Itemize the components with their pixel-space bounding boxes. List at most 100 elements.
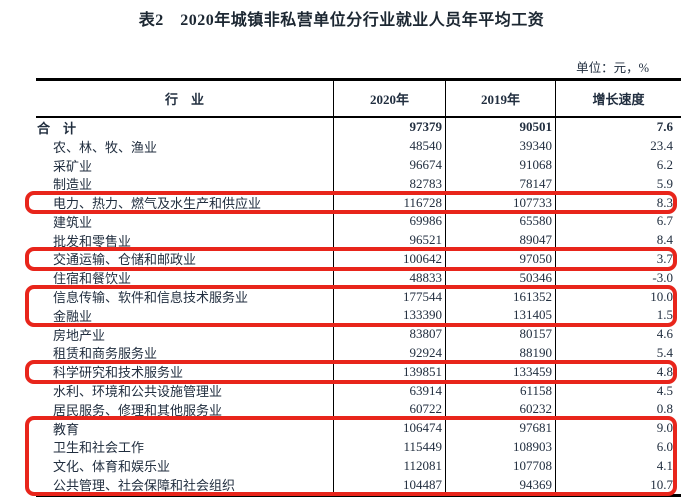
value-2020-cell: 48833 <box>333 268 445 288</box>
growth-cell: 6.7 <box>555 211 681 231</box>
unit-label: 单位：元，% <box>576 61 649 75</box>
header-cell-2020: 2020年 <box>333 81 445 116</box>
industry-cell: 公共管理、社会保障和社会组织 <box>53 478 236 494</box>
industry-cell: 文化、体育和娱乐业 <box>53 459 171 475</box>
value-2019-cell: 80157 <box>445 324 555 344</box>
growth-cell: 5.4 <box>555 343 681 363</box>
growth-cell: -3.0 <box>555 268 681 288</box>
value-2019-cell: 97050 <box>445 249 555 269</box>
table-row: 金融业 133390 131405 1.5 <box>36 305 681 325</box>
table-row: 农、林、牧、渔业 48540 39340 23.4 <box>36 136 681 156</box>
header-cell-2019: 2019年 <box>445 81 555 116</box>
header-cell-growth: 增长速度 <box>555 81 681 116</box>
industry-cell: 居民服务、修理和其他服务业 <box>53 402 223 418</box>
value-2020-cell: 96674 <box>333 155 445 175</box>
value-2020-cell: 115449 <box>333 437 445 457</box>
industry-cell: 房地产业 <box>53 327 106 343</box>
value-2019-cell: 107708 <box>445 456 555 476</box>
value-2020-cell: 116728 <box>333 193 445 212</box>
value-2019-cell: 89047 <box>445 230 555 250</box>
industry-cell: 合 计 <box>37 120 77 136</box>
growth-cell: 6.2 <box>555 155 681 175</box>
value-2019-cell: 131405 <box>445 305 555 325</box>
industry-cell: 建筑业 <box>53 214 93 230</box>
value-2020-cell: 83807 <box>333 324 445 344</box>
table-row: 制造业 82783 78147 5.9 <box>36 174 681 194</box>
table-title: 表2 2020年城镇非私营单位分行业就业人员年平均工资 <box>138 12 545 29</box>
table-row: 卫生和社会工作 115449 108903 6.0 <box>36 437 681 457</box>
value-2020-cell: 100642 <box>333 249 445 269</box>
table-header: 行 业 2020年 2019年 增长速度 <box>36 81 681 118</box>
value-2020-cell: 112081 <box>333 456 445 476</box>
industry-cell: 教育 <box>53 421 80 437</box>
value-2019-cell: 39340 <box>445 136 555 156</box>
industry-cell: 采矿业 <box>53 158 93 174</box>
value-2020-cell: 48540 <box>333 136 445 156</box>
growth-cell: 0.8 <box>555 399 681 419</box>
table-body: 合 计 97379 90501 7.6 农、林、牧、渔业 48540 39340 23.4 采矿… <box>36 118 681 494</box>
growth-cell: 8.3 <box>555 193 681 212</box>
value-2020-cell: 133390 <box>333 305 445 325</box>
value-2020-cell: 82783 <box>333 174 445 194</box>
growth-cell: 9.0 <box>555 418 681 438</box>
data-table: 行 业 2020年 2019年 增长速度 合 计 97379 90501 7.6 农、林… <box>36 78 681 497</box>
table-row: 合 计 97379 90501 7.6 <box>36 118 681 137</box>
table-row: 科学研究和技术服务业 139851 133459 4.8 <box>36 362 681 382</box>
value-2019-cell: 65580 <box>445 211 555 231</box>
value-2020-cell: 139851 <box>333 362 445 382</box>
table-row: 文化、体育和娱乐业 112081 107708 4.1 <box>36 456 681 476</box>
industry-cell: 卫生和社会工作 <box>53 440 145 456</box>
table-row: 租赁和商务服务业 92924 88190 5.4 <box>36 343 681 363</box>
industry-cell: 金融业 <box>53 308 93 324</box>
table-row: 交通运输、仓储和邮政业 100642 97050 3.7 <box>36 249 681 269</box>
growth-cell: 4.8 <box>555 362 681 382</box>
value-2020-cell: 177544 <box>333 287 445 306</box>
growth-cell: 6.0 <box>555 437 681 457</box>
value-2019-cell: 97681 <box>445 418 555 438</box>
value-2019-cell: 50346 <box>445 268 555 288</box>
value-2019-cell: 91068 <box>445 155 555 175</box>
growth-cell: 4.6 <box>555 324 681 344</box>
value-2020-cell: 69986 <box>333 211 445 231</box>
industry-cell: 住宿和餐饮业 <box>53 271 132 287</box>
value-2019-cell: 161352 <box>445 287 555 306</box>
industry-cell: 电力、热力、燃气及水生产和供应业 <box>53 196 262 212</box>
table-row: 电力、热力、燃气及水生产和供应业 116728 107733 8.3 <box>36 193 681 212</box>
table-row: 信息传输、软件和信息技术服务业 177544 161352 10.0 <box>36 287 681 306</box>
growth-cell: 4.1 <box>555 456 681 476</box>
value-2020-cell: 63914 <box>333 381 445 400</box>
value-2019-cell: 133459 <box>445 362 555 382</box>
value-2019-cell: 107733 <box>445 193 555 212</box>
value-2020-cell: 104487 <box>333 475 445 494</box>
growth-cell: 3.7 <box>555 249 681 269</box>
value-2020-cell: 106474 <box>333 418 445 438</box>
industry-cell: 租赁和商务服务业 <box>53 346 158 362</box>
table-row: 教育 106474 97681 9.0 <box>36 418 681 438</box>
growth-cell: 7.6 <box>555 118 681 137</box>
industry-cell: 制造业 <box>53 177 93 193</box>
header-cell-industry: 行 业 <box>164 92 204 107</box>
value-2019-cell: 78147 <box>445 174 555 194</box>
value-2019-cell: 90501 <box>445 118 555 137</box>
growth-cell: 10.7 <box>555 475 681 494</box>
industry-cell: 交通运输、仓储和邮政业 <box>53 252 197 268</box>
table-row: 批发和零售业 96521 89047 8.4 <box>36 230 681 250</box>
growth-cell: 23.4 <box>555 136 681 156</box>
table-row: 水利、环境和公共设施管理业 63914 61158 4.5 <box>36 381 681 400</box>
industry-cell: 批发和零售业 <box>53 233 132 249</box>
industry-cell: 科学研究和技术服务业 <box>53 365 184 381</box>
value-2019-cell: 108903 <box>445 437 555 457</box>
value-2020-cell: 97379 <box>333 118 445 137</box>
growth-cell: 10.0 <box>555 287 681 306</box>
industry-cell: 水利、环境和公共设施管理业 <box>53 384 223 400</box>
table-row: 采矿业 96674 91068 6.2 <box>36 155 681 175</box>
table-row: 住宿和餐饮业 48833 50346 -3.0 <box>36 268 681 288</box>
value-2019-cell: 94369 <box>445 475 555 494</box>
growth-cell: 5.9 <box>555 174 681 194</box>
industry-cell: 信息传输、软件和信息技术服务业 <box>53 290 249 306</box>
table-row: 房地产业 83807 80157 4.6 <box>36 324 681 344</box>
value-2020-cell: 92924 <box>333 343 445 363</box>
growth-cell: 8.4 <box>555 230 681 250</box>
value-2019-cell: 88190 <box>445 343 555 363</box>
